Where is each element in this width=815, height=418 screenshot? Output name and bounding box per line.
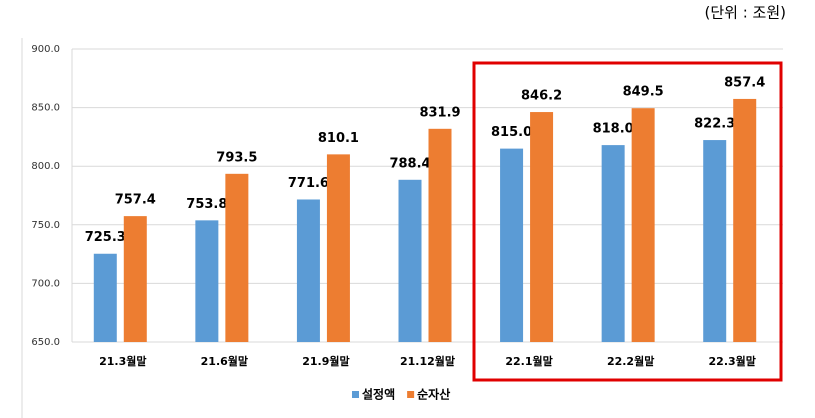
legend-swatch [407,391,415,398]
value-label: 822.3 [694,117,735,132]
bar [93,253,117,342]
highlight-box [472,61,783,382]
value-label: 857.4 [724,75,765,90]
x-tick-label: 21.12월말 [400,354,455,368]
bar [296,199,320,342]
bar [225,173,249,342]
bar [733,98,757,342]
x-tick-label: 21.9월말 [302,354,349,368]
value-label: 771.6 [288,176,329,191]
y-tick-label: 650.0 [31,337,60,348]
x-tick-label: 22.1월말 [505,354,552,368]
unit-label: (단위 : 조원) [705,4,787,22]
bar [530,112,554,343]
x-tick-label: 22.3월말 [709,354,756,368]
y-tick-label: 750.0 [31,220,60,231]
value-label: 757.4 [115,193,156,208]
value-label: 725.3 [85,230,126,245]
y-tick-label: 900.0 [31,44,60,55]
bar [326,154,350,342]
x-tick-label: 21.3월말 [99,354,146,368]
value-label: 793.5 [216,150,257,165]
x-tick-label: 22.2월말 [607,354,654,368]
legend-swatch [352,391,359,398]
bar [428,128,452,342]
bar [601,145,625,342]
bar [123,216,147,342]
bar [500,148,524,342]
y-tick-label: 850.0 [31,103,60,114]
value-label: 846.2 [521,89,562,104]
value-label: 831.9 [419,105,460,120]
bar [631,108,655,342]
value-label: 788.4 [389,156,430,171]
bar [398,179,422,342]
bar [703,140,727,342]
bar [195,220,219,342]
y-tick-label: 800.0 [31,161,60,172]
legend-label: 설정액 [362,387,395,402]
x-tick-label: 21.6월말 [201,354,248,368]
value-label: 810.1 [318,131,359,146]
legend-label: 순자산 [417,387,450,402]
value-label: 818.0 [593,122,634,137]
value-label: 815.0 [491,125,532,140]
value-label: 849.5 [623,85,664,100]
value-label: 753.8 [186,197,227,212]
y-tick-label: 700.0 [31,278,60,289]
